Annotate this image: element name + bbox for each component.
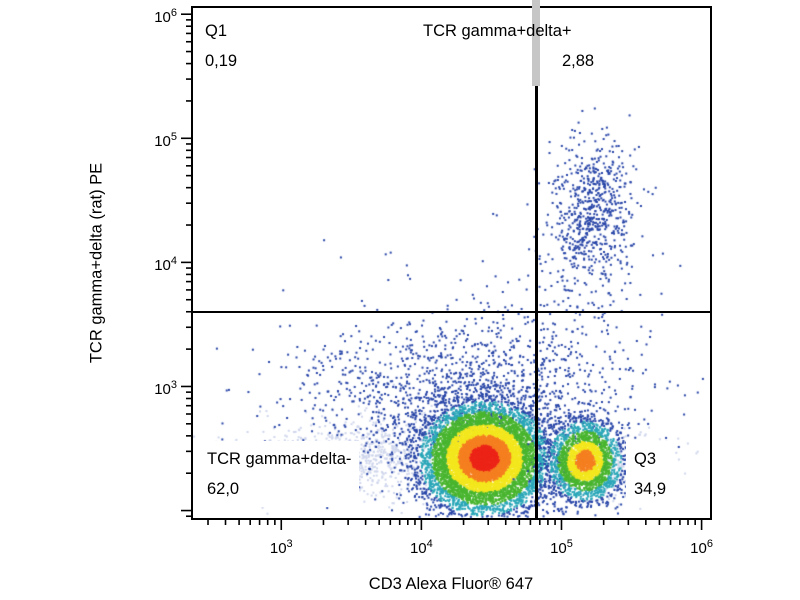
y-tick-label: 106 xyxy=(154,7,177,27)
quadrant-q1-value: 0,19 xyxy=(205,52,238,70)
quadrant-gate-horizontal[interactable] xyxy=(193,310,710,314)
quadrant-tcr-gd-negative-value: 62,0 xyxy=(207,480,240,498)
quadrant-tcr-gd-negative-group: TCR gamma+delta- 62,0 xyxy=(199,441,360,507)
quadrant-q3-label: Q3 xyxy=(634,450,657,468)
quadrant-q1-label: Q1 xyxy=(205,22,228,40)
y-tick-label: 104 xyxy=(154,255,177,275)
x-axis-label: CD3 Alexa Fluor® 647 xyxy=(368,575,534,593)
plot-area xyxy=(191,6,712,520)
quadrant-tcr-gd-negative-label: TCR gamma+delta- xyxy=(207,450,352,468)
y-tick-label: 103 xyxy=(154,379,177,399)
quadrant-tcr-gd-positive-value: 2,88 xyxy=(562,52,595,70)
y-axis-label: TCR gamma+delta (rat) PE xyxy=(87,162,106,364)
y-tick-label: 105 xyxy=(154,131,177,151)
x-tick-label: 106 xyxy=(690,538,713,557)
x-tick-label: 105 xyxy=(550,538,573,557)
x-tick-label: 103 xyxy=(269,538,293,557)
scatter-density-canvas xyxy=(193,8,710,518)
quadrant-q3-value: 34,9 xyxy=(634,480,667,498)
gate-drag-handle[interactable] xyxy=(532,0,541,86)
quadrant-gate-vertical[interactable] xyxy=(535,8,538,518)
quadrant-tcr-gd-positive-label: TCR gamma+delta+ xyxy=(423,22,572,40)
x-tick-label: 104 xyxy=(409,538,433,557)
quadrant-q3-group: Q3 34,9 xyxy=(626,441,675,507)
